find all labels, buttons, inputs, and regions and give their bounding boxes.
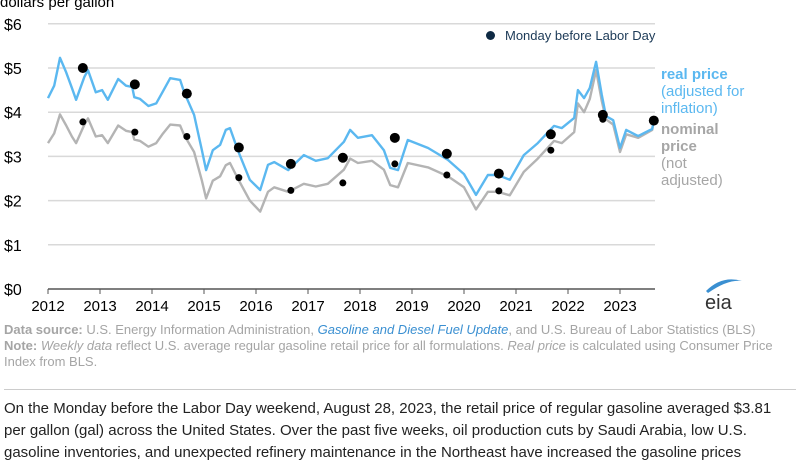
real-labor-day-dot: [493, 168, 504, 179]
real-labor-day-dot: [129, 79, 140, 90]
y-tick-label: $5: [4, 61, 22, 78]
note-text2: is calculated using Consumer Price Index…: [4, 338, 773, 369]
nominal-labor-day-dot: [183, 133, 191, 141]
nominal-labor-day-dot: [495, 187, 503, 195]
divider: [4, 389, 796, 390]
data-source: Data source: U.S. Energy Information Adm…: [4, 322, 796, 338]
x-tick-label: 2022: [551, 298, 584, 315]
real-labor-day-dot: [181, 88, 192, 99]
real-labor-day-dot: [389, 132, 400, 143]
y-tick-label: $1: [4, 238, 22, 255]
x-tick-label: 2020: [447, 298, 480, 315]
real-labor-day-dot: [77, 63, 88, 73]
nominal-labor-day-dot: [131, 128, 139, 136]
y-tick-label: $0: [4, 282, 22, 299]
real-labor-day-dot: [545, 129, 556, 140]
x-tick-label: 2015: [187, 298, 220, 315]
gasoline-price-chart: $0$1$2$3$4$5$6 2012 2013 2014 2015 2016 2017 2…: [4, 17, 659, 315]
eia-logo-text: eia: [705, 292, 733, 313]
note: Note: Weekly data reflect U.S. average r…: [4, 338, 796, 370]
nominal-price-sub1: (not: [661, 155, 687, 172]
x-tick-label: 2023: [603, 298, 636, 315]
real-labor-day-dot: [337, 152, 348, 163]
gridlines: [48, 23, 655, 246]
real-price-line: [46, 56, 655, 197]
nominal-labor-day-dot: [547, 146, 555, 154]
real-labor-day-dot: [648, 115, 659, 126]
y-tick-label: $2: [4, 194, 22, 211]
x-tick-label: 2019: [395, 298, 428, 315]
note-weekly-data: Weekly data: [40, 338, 113, 353]
real-price-sub2: inflation): [661, 100, 718, 117]
nominal-price-line: [46, 69, 655, 213]
article-line-3: gasoline inventories, and unexpected ref…: [4, 444, 742, 461]
nominal-labor-day-dot: [391, 160, 399, 168]
x-tick-label: 2012: [31, 298, 64, 315]
real-labor-day-dot: [597, 109, 608, 120]
x-tick-label: 2017: [291, 298, 324, 315]
y-axis-ticks: $0 $1 $2 $3 $4 $5 $6: [4, 17, 22, 299]
nominal-labor-day-dot: [287, 186, 295, 194]
y-tick-label: $3: [4, 149, 22, 166]
x-axis: 2012 2013 2014 2015 2016 2017 2018 2019 2020 2021…: [31, 288, 655, 315]
note-real-price: Real price: [507, 338, 566, 353]
note-text1: reflect U.S. average regular gasoline re…: [112, 338, 508, 353]
article-line-1: On the Monday before the Labor Day weeke…: [4, 400, 772, 417]
nominal-price-label: nominal price (not adjusted): [661, 121, 723, 189]
nominal-labor-day-dot: [235, 174, 243, 182]
data-source-label: Data source:: [4, 322, 83, 337]
eia-logo-arc-icon: [706, 279, 742, 293]
x-tick-label: 2016: [239, 298, 272, 315]
nominal-price-sub2: adjusted): [661, 172, 723, 189]
x-tick-label: 2014: [135, 298, 168, 315]
real-price-label: real price (adjusted for inflation): [661, 66, 744, 117]
legend: Monday before Labor Day: [486, 28, 655, 43]
nominal-price-title2: price: [661, 138, 697, 155]
nominal-labor-day-dot: [339, 179, 347, 187]
real-labor-day-dot: [233, 142, 244, 153]
data-source-text: U.S. Energy Information Administration,: [82, 322, 318, 337]
x-tick-label: 2018: [343, 298, 376, 315]
article-paragraph: On the Monday before the Labor Day weeke…: [4, 398, 800, 464]
real-labor-day-dot: [285, 158, 296, 169]
gasoline-diesel-update-link[interactable]: Gasoline and Diesel Fuel Update: [317, 322, 509, 337]
eia-logo: eia: [700, 277, 748, 318]
y-tick-label: $6: [4, 17, 22, 34]
legend-label: Monday before Labor Day: [505, 28, 656, 43]
nominal-labor-day-dot: [79, 118, 87, 126]
x-tick-label: 2013: [83, 298, 116, 315]
nominal-labor-day-dot: [443, 171, 451, 179]
data-source-text2: , and U.S. Bureau of Labor Statistics (B…: [508, 322, 756, 337]
x-tick-label: 2021: [499, 298, 532, 315]
labor-day-markers: [77, 63, 659, 195]
article-line-2: per gallon (gal) across the United State…: [4, 422, 747, 439]
chart-notes: Data source: U.S. Energy Information Adm…: [4, 322, 796, 370]
y-tick-label: $4: [4, 105, 22, 122]
series-lines: [46, 56, 655, 213]
note-label: Note:: [4, 338, 38, 353]
legend-dot-icon: [486, 31, 495, 40]
nominal-price-title1: nominal: [661, 121, 719, 138]
real-price-sub1: (adjusted for: [661, 83, 745, 100]
real-price-title: real price: [661, 66, 728, 83]
y-axis-title: dollars per gallon: [0, 0, 115, 11]
real-labor-day-dot: [441, 148, 452, 159]
